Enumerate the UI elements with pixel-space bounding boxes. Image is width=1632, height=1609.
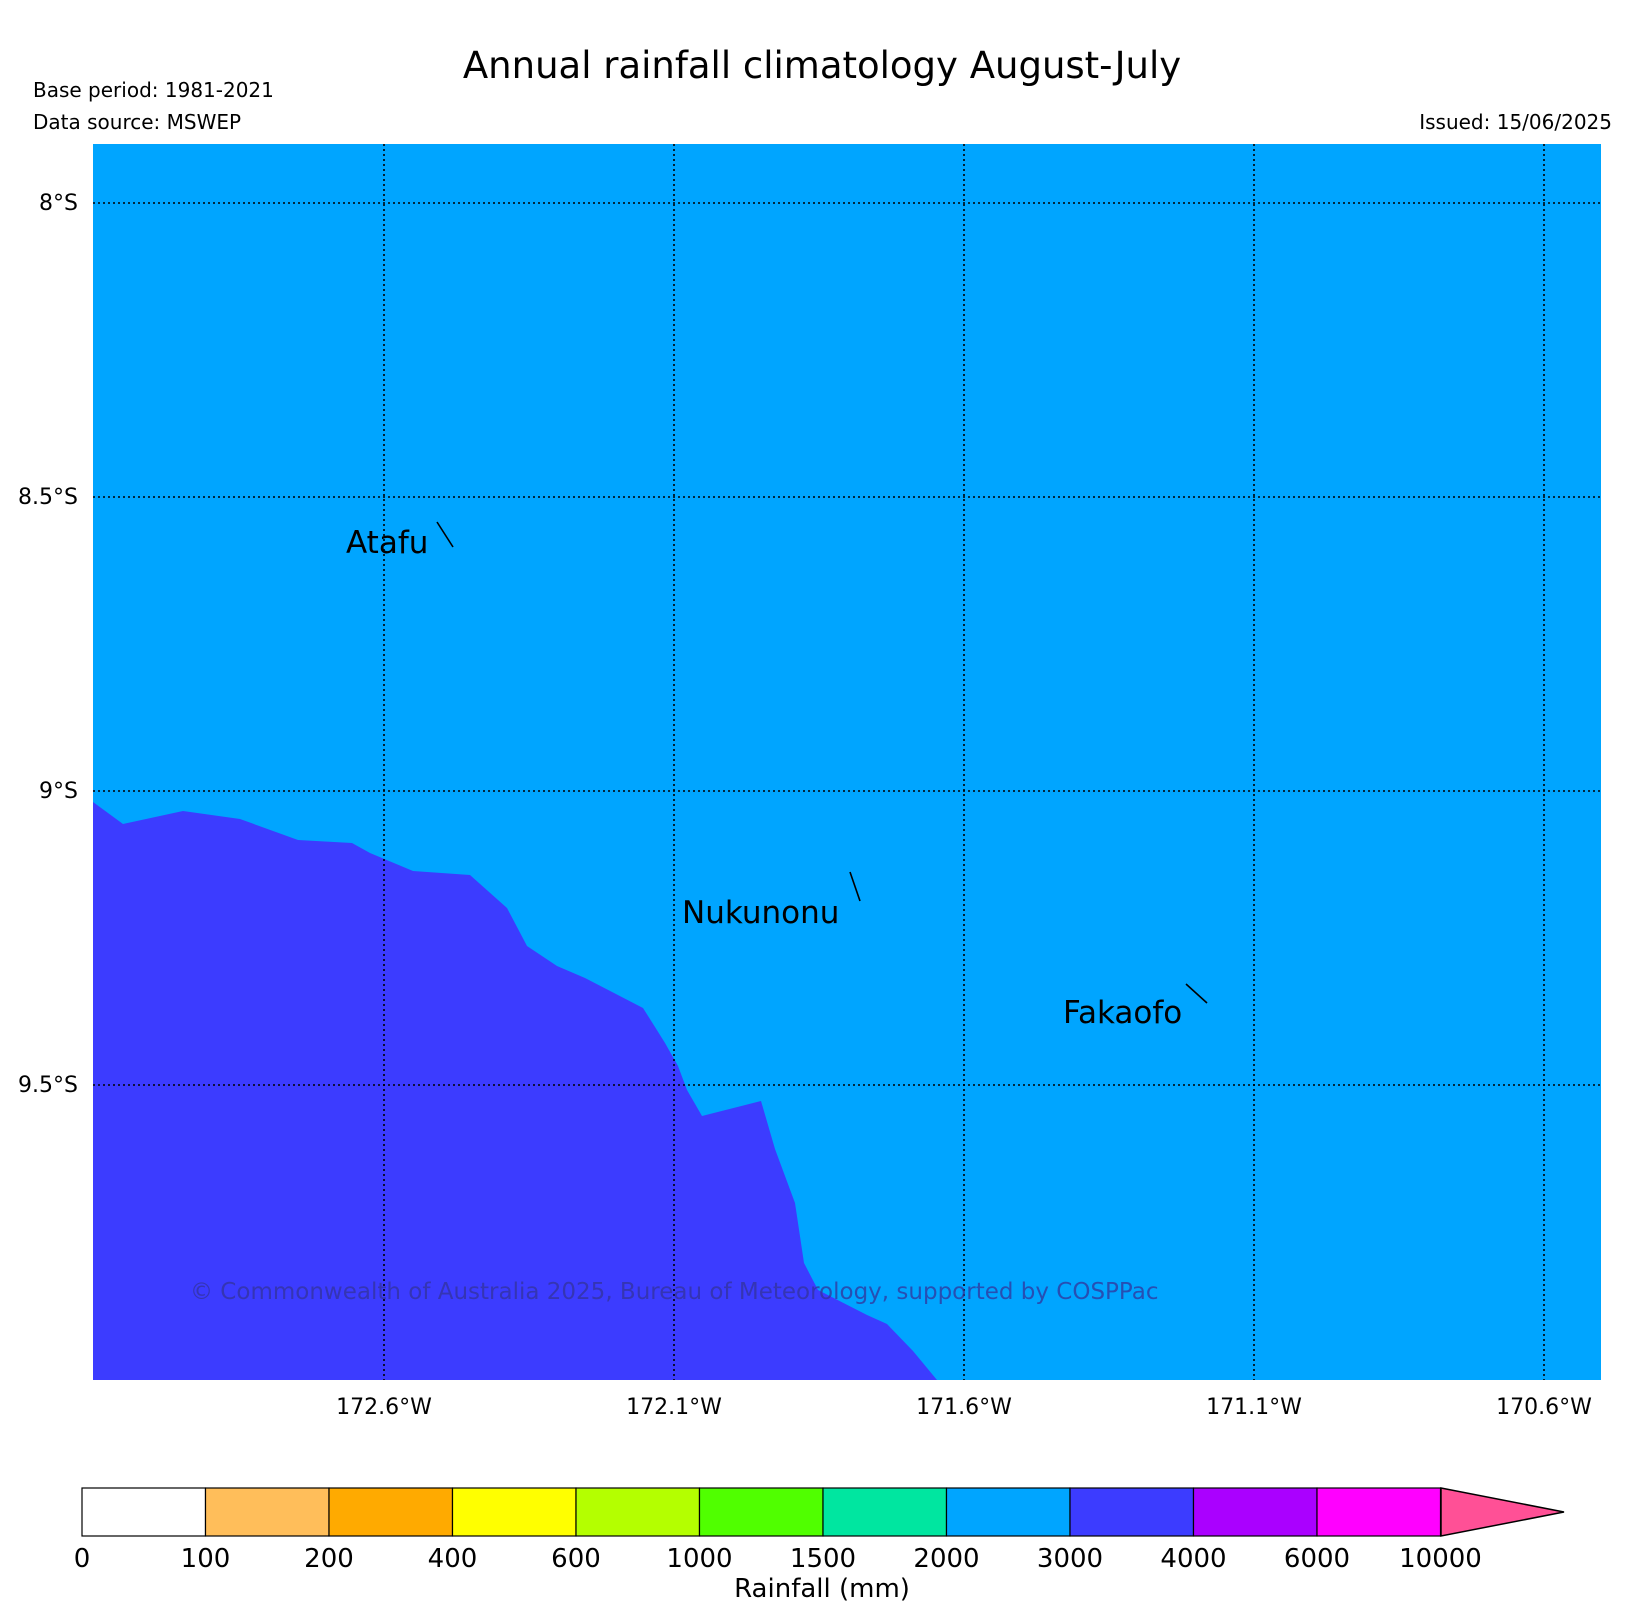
lat-label: 9.5°S — [18, 1073, 78, 1098]
colorbar-segment — [1316, 1487, 1442, 1537]
issued-date-text: Issued: 15/06/2025 — [1419, 110, 1612, 134]
colorbar-segment — [1192, 1487, 1318, 1537]
colorbar-tick-label: 10000 — [1399, 1544, 1482, 1574]
colorbar-segment — [81, 1487, 207, 1537]
atoll-outlines — [436, 521, 1208, 1004]
colorbar-tick-label: 1000 — [666, 1544, 732, 1574]
colorbar-tick-label: 1500 — [790, 1544, 856, 1574]
colorbar-segment — [575, 1487, 701, 1537]
longitude-labels: 172.6°W 172.1°W 171.6°W 171.1°W 170.6°W — [336, 1395, 1592, 1420]
lon-label: 171.1°W — [1206, 1395, 1302, 1420]
data-source-text: Data source: MSWEP — [33, 110, 241, 134]
colorbar-tick-label: 4000 — [1160, 1544, 1226, 1574]
place-label-atafu: Atafu — [346, 525, 428, 561]
place-label-fakaofo: Fakaofo — [1063, 995, 1182, 1031]
lon-label: 170.6°W — [1496, 1395, 1592, 1420]
colorbar-segment — [204, 1487, 330, 1537]
colorbar-extend-triangle — [1440, 1487, 1565, 1537]
colorbar-tick-label: 600 — [551, 1544, 601, 1574]
lat-label: 8°S — [39, 191, 78, 216]
base-period-text: Base period: 1981-2021 — [33, 78, 274, 102]
colorbar-segment — [698, 1487, 824, 1537]
copyright-text: © Commonwealth of Australia 2025, Bureau… — [190, 1279, 1159, 1305]
atafu-atoll — [436, 521, 454, 548]
zone-3000-4000 — [93, 802, 937, 1380]
lat-label: 9°S — [39, 779, 78, 804]
lon-label: 172.1°W — [626, 1395, 722, 1420]
colorbar-segment — [822, 1487, 948, 1537]
map-panel: Atafu Nukunonu Fakaofo © Commonwealth of… — [93, 144, 1601, 1380]
colorbar-segment — [451, 1487, 577, 1537]
colorbar-label: Rainfall (mm) — [734, 1574, 910, 1604]
fakaofo-atoll — [1185, 983, 1208, 1004]
place-label-nukunonu: Nukunonu — [682, 895, 839, 931]
colorbar: 0 100 200 400 600 1000 1500 2000 3000 4000 6000 100… — [74, 1487, 1565, 1604]
colorbar-tick-label: 0 — [74, 1544, 91, 1574]
graticule — [93, 144, 1601, 1380]
lat-label: 8.5°S — [18, 485, 78, 510]
colorbar-tick-label: 2000 — [913, 1544, 979, 1574]
colorbar-segments — [81, 1487, 1442, 1537]
map-title: Annual rainfall climatology August-July — [463, 44, 1181, 87]
colorbar-segment — [328, 1487, 454, 1537]
colorbar-segment — [945, 1487, 1071, 1537]
colorbar-tick-labels: 0 100 200 400 600 1000 1500 2000 3000 4000 6000 100… — [74, 1544, 1482, 1574]
colorbar-tick-label: 200 — [304, 1544, 354, 1574]
colorbar-tick-label: 400 — [428, 1544, 478, 1574]
lon-label: 171.6°W — [916, 1395, 1012, 1420]
colorbar-tick-label: 6000 — [1284, 1544, 1350, 1574]
lon-label: 172.6°W — [336, 1395, 432, 1420]
colorbar-tick-label: 100 — [181, 1544, 231, 1574]
latitude-labels: 8°S 8.5°S 9°S 9.5°S — [18, 191, 78, 1098]
colorbar-tick-label: 3000 — [1037, 1544, 1103, 1574]
colorbar-segment — [1069, 1487, 1195, 1537]
nukunonu-atoll — [849, 871, 861, 902]
